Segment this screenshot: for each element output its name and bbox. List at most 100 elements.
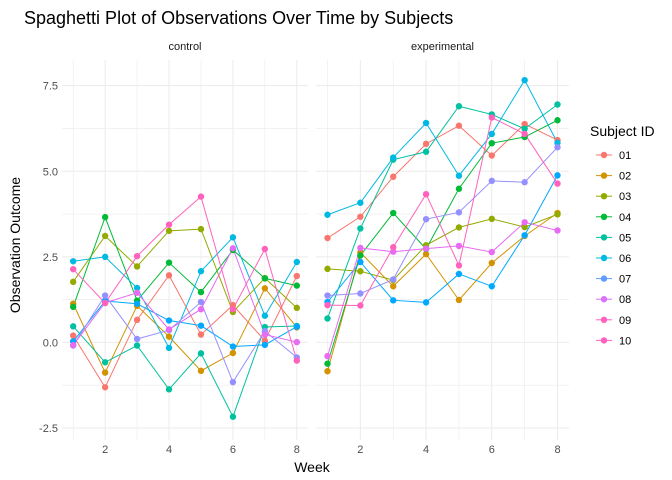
data-point-experimental-09 bbox=[422, 245, 430, 252]
data-point-experimental-04 bbox=[455, 185, 463, 192]
data-point-control-07 bbox=[229, 343, 237, 350]
data-point-experimental-10 bbox=[390, 244, 397, 251]
data-point-experimental-04 bbox=[357, 252, 364, 259]
data-point-experimental-08 bbox=[455, 209, 463, 216]
legend-item-09: 09 bbox=[596, 315, 631, 327]
series-line-control-08 bbox=[72, 294, 298, 384]
data-point-control-10 bbox=[197, 193, 205, 200]
data-point-control-02 bbox=[229, 349, 237, 357]
series-line-experimental-05 bbox=[327, 104, 558, 319]
series-line-experimental-10 bbox=[327, 116, 558, 306]
data-point-control-05 bbox=[197, 350, 205, 357]
data-point-experimental-03 bbox=[488, 215, 495, 223]
data-point-experimental-03 bbox=[455, 224, 463, 231]
legend: 01 02 03 04 05 06 07 08 09 10 bbox=[596, 150, 631, 347]
series-line-control-06 bbox=[73, 236, 298, 350]
legend-item-04: 04 bbox=[596, 212, 631, 224]
data-point-experimental-08 bbox=[357, 290, 364, 297]
data-point-control-06 bbox=[261, 312, 269, 319]
data-point-experimental-03 bbox=[357, 268, 364, 275]
data-point-experimental-09 bbox=[390, 248, 397, 255]
data-point-control-01 bbox=[197, 331, 205, 338]
data-point-control-02 bbox=[101, 369, 109, 376]
data-point-experimental-07 bbox=[422, 299, 430, 306]
x-tick-label: 4 bbox=[423, 444, 429, 456]
y-axis-label: Observation Outcome bbox=[7, 177, 23, 313]
data-point-control-04 bbox=[261, 275, 269, 282]
data-point-control-09 bbox=[165, 326, 173, 333]
data-point-experimental-03 bbox=[324, 265, 331, 273]
legend-key-point bbox=[600, 213, 608, 220]
data-point-experimental-06 bbox=[357, 199, 364, 206]
data-point-experimental-01 bbox=[390, 173, 397, 180]
data-point-experimental-08 bbox=[324, 292, 331, 299]
data-point-experimental-02 bbox=[422, 250, 430, 258]
data-point-control-04 bbox=[69, 303, 77, 311]
legend-label: 10 bbox=[619, 335, 631, 347]
series-line-control-01 bbox=[72, 274, 298, 389]
data-point-experimental-05 bbox=[357, 225, 364, 232]
legend-key-point bbox=[600, 193, 608, 200]
data-point-experimental-01 bbox=[422, 140, 430, 148]
data-point-control-06 bbox=[197, 268, 205, 275]
data-point-experimental-06 bbox=[554, 139, 561, 147]
data-point-control-01 bbox=[101, 384, 109, 391]
data-point-experimental-08 bbox=[488, 177, 495, 185]
data-point-experimental-10 bbox=[521, 130, 528, 138]
series-line-control-05 bbox=[72, 325, 297, 418]
data-point-experimental-08 bbox=[390, 276, 397, 283]
data-point-control-03 bbox=[293, 304, 301, 312]
data-point-control-09 bbox=[229, 245, 237, 252]
series-line-control-04 bbox=[72, 215, 297, 307]
legend-key-point bbox=[600, 254, 608, 262]
data-point-control-05 bbox=[69, 323, 77, 330]
x-tick-label: 2 bbox=[102, 444, 108, 456]
data-point-control-09 bbox=[133, 289, 141, 296]
data-point-experimental-07 bbox=[554, 172, 561, 179]
data-point-control-05 bbox=[133, 342, 141, 349]
x-tick-label: 6 bbox=[489, 444, 495, 456]
data-point-experimental-09 bbox=[554, 227, 561, 234]
data-point-experimental-03 bbox=[521, 223, 528, 231]
data-point-experimental-09 bbox=[488, 248, 495, 256]
data-point-experimental-04 bbox=[324, 360, 331, 367]
data-point-control-10 bbox=[165, 221, 173, 228]
data-point-control-04 bbox=[101, 213, 109, 221]
legend-item-06: 06 bbox=[596, 253, 631, 265]
data-point-experimental-01 bbox=[324, 234, 331, 242]
data-point-control-05 bbox=[101, 359, 109, 366]
legend-item-03: 03 bbox=[596, 191, 631, 203]
data-point-control-04 bbox=[165, 259, 173, 266]
data-point-control-06 bbox=[101, 253, 109, 261]
data-point-control-03 bbox=[69, 278, 77, 286]
data-point-control-06 bbox=[69, 258, 77, 265]
legend-item-10: 10 bbox=[596, 335, 631, 347]
legend-key-point bbox=[600, 234, 608, 241]
data-point-experimental-06 bbox=[422, 119, 430, 127]
data-point-control-01 bbox=[165, 272, 173, 279]
data-point-experimental-07 bbox=[521, 232, 528, 239]
data-point-control-07 bbox=[165, 317, 173, 324]
data-point-control-05 bbox=[165, 386, 173, 393]
data-point-control-02 bbox=[165, 333, 173, 340]
data-point-control-02 bbox=[197, 367, 205, 375]
data-point-experimental-10 bbox=[455, 262, 463, 269]
data-point-control-01 bbox=[69, 332, 77, 339]
legend-item-02: 02 bbox=[596, 171, 631, 183]
data-point-control-10 bbox=[293, 357, 301, 364]
x-tick-label: 6 bbox=[230, 444, 236, 456]
legend-label: 08 bbox=[619, 294, 631, 306]
data-point-experimental-10 bbox=[324, 301, 331, 309]
data-point-control-08 bbox=[197, 298, 205, 306]
series-line-control-02 bbox=[72, 287, 298, 374]
data-point-control-01 bbox=[133, 316, 141, 324]
data-point-control-08 bbox=[101, 292, 109, 299]
data-point-experimental-10 bbox=[554, 180, 561, 187]
data-point-control-09 bbox=[69, 341, 77, 349]
data-point-experimental-07 bbox=[455, 270, 463, 278]
data-point-experimental-09 bbox=[324, 352, 331, 360]
data-point-experimental-02 bbox=[455, 296, 463, 304]
data-point-control-07 bbox=[261, 341, 269, 349]
data-point-control-04 bbox=[293, 282, 301, 289]
data-point-experimental-08 bbox=[422, 215, 430, 223]
